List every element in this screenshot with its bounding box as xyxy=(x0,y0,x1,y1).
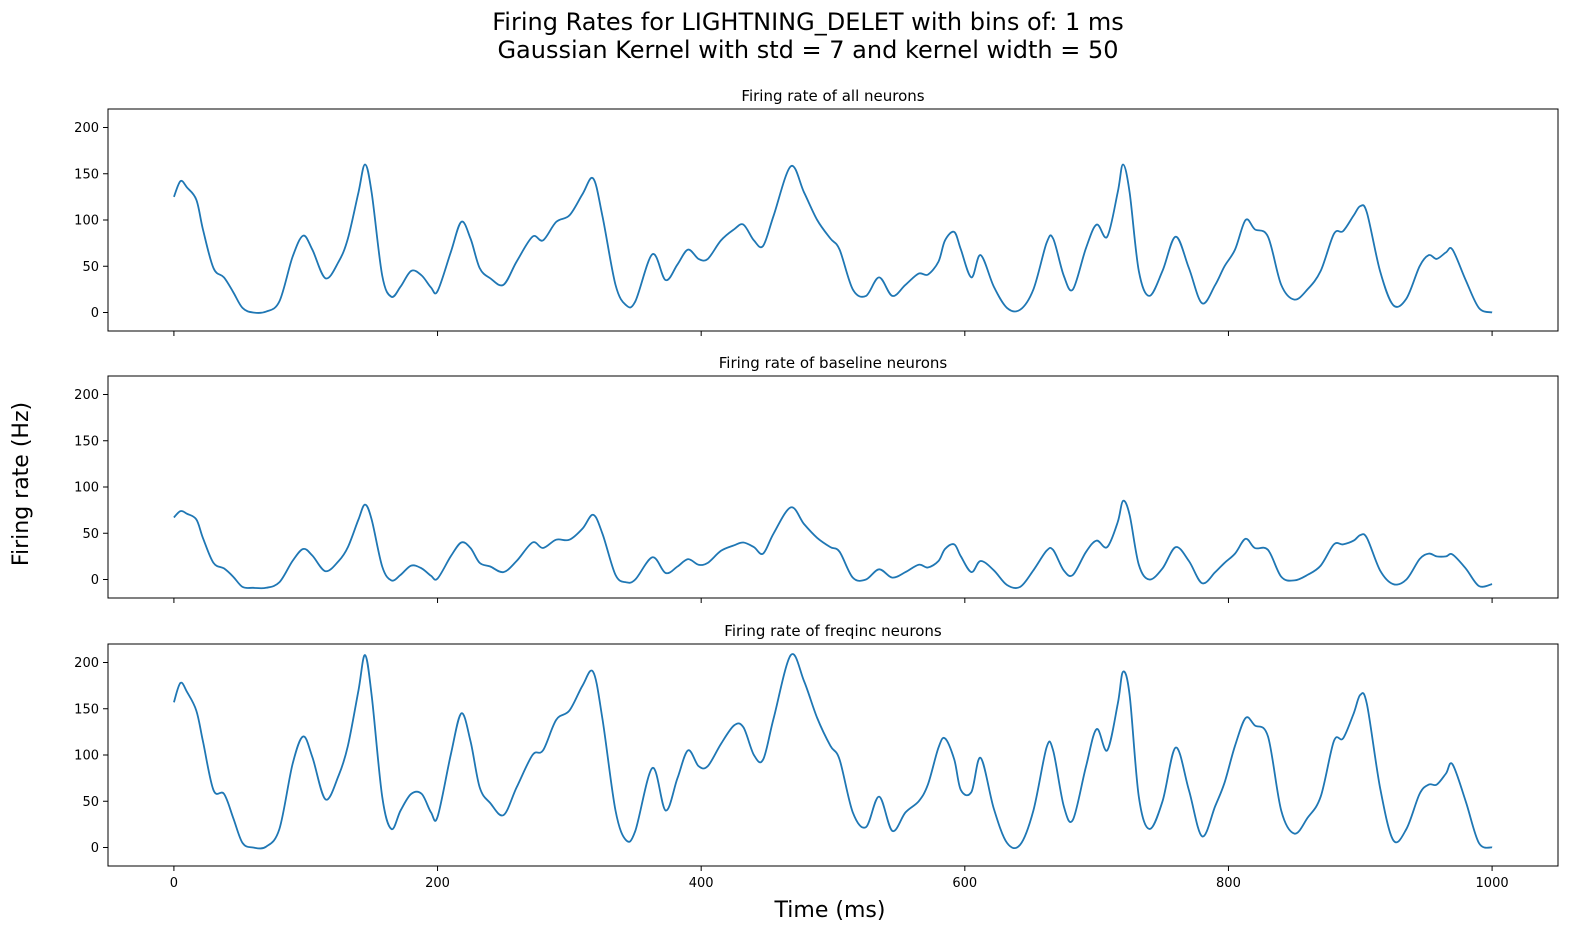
suptitle-line-2: Gaussian Kernel with std = 7 and kernel … xyxy=(497,36,1118,64)
firing-rate-line xyxy=(173,163,1493,314)
x-tick-label: 0 xyxy=(170,876,178,891)
subplot-3: Firing rate of freqinc neurons 0 50 100 150 2… xyxy=(74,622,1559,891)
subplot-title: Firing rate of freqinc neurons xyxy=(724,622,942,640)
subplot-title: Firing rate of baseline neurons xyxy=(719,354,948,372)
x-tick-label: 400 xyxy=(689,876,714,891)
subplot-title: Firing rate of all neurons xyxy=(741,87,924,105)
firing-rate-line xyxy=(173,499,1493,590)
x-tick-label: 800 xyxy=(1216,876,1241,891)
y-tick-label: 150 xyxy=(74,434,99,449)
y-tick-label: 0 xyxy=(91,841,99,856)
suptitle-line-1: Firing Rates for LIGHTNING_DELET with bi… xyxy=(492,8,1124,36)
x-tick-label: 200 xyxy=(425,876,450,891)
y-tick-label: 50 xyxy=(82,260,99,275)
y-tick-label: 50 xyxy=(82,527,99,542)
x-axis-label: Time (ms) xyxy=(774,898,886,923)
firing-rate-line xyxy=(173,653,1493,850)
axes-frame xyxy=(107,375,1559,599)
y-tick-label: 200 xyxy=(74,656,99,671)
axes-frame xyxy=(107,643,1559,867)
y-tick-label: 100 xyxy=(74,214,99,229)
y-tick-label: 200 xyxy=(74,121,99,136)
y-tick-label: 200 xyxy=(74,388,99,403)
y-tick-label: 150 xyxy=(74,167,99,182)
y-tick-label: 150 xyxy=(74,702,99,717)
subplot-1: Firing rate of all neurons 0 50 100 150 200 xyxy=(74,87,1559,336)
axes-frame xyxy=(107,108,1559,332)
x-tick-label: 1000 xyxy=(1476,876,1509,891)
x-tick-label: 600 xyxy=(952,876,977,891)
y-tick-label: 100 xyxy=(74,481,99,496)
y-tick-label: 0 xyxy=(91,573,99,588)
subplot-2: Firing rate of baseline neurons 0 50 100 150… xyxy=(74,354,1559,603)
y-tick-label: 50 xyxy=(82,795,99,810)
y-tick-label: 100 xyxy=(74,749,99,764)
y-tick-label: 0 xyxy=(91,306,99,321)
y-axis-label: Firing rate (Hz) xyxy=(9,402,34,566)
